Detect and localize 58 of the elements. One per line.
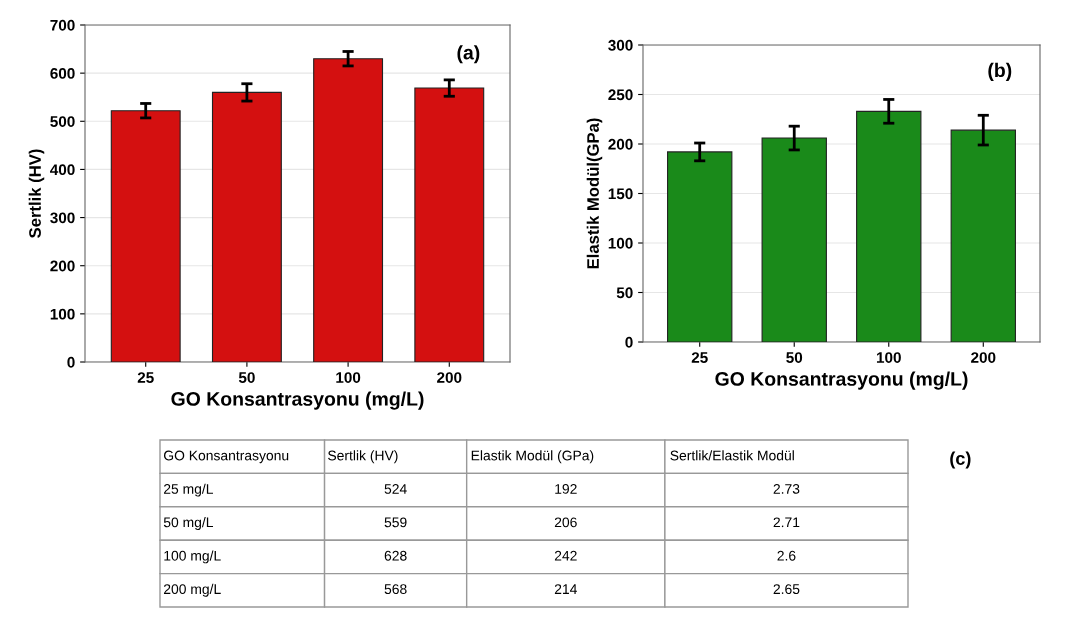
text: 2.65 <box>773 584 800 595</box>
text: 2.71 <box>773 517 800 528</box>
text: 100 mg/L <box>164 550 221 564</box>
text: 50 mg/L <box>163 517 214 530</box>
y-tick-label: 150 <box>608 188 633 200</box>
bar <box>950 129 1016 342</box>
y-tick-label: 300 <box>50 212 75 224</box>
x-tick-label: 200 <box>437 372 462 383</box>
y-tick-label: 200 <box>50 260 75 272</box>
text: 559 <box>384 517 407 528</box>
x-tick-label: 100 <box>336 372 361 383</box>
x-tick-label: 25 <box>691 352 708 363</box>
y-tick-label: 50 <box>616 287 633 299</box>
x-axis-title: GO Konsantrasyonu (mg/L) <box>715 371 968 390</box>
text: 200 mg/L <box>163 583 221 597</box>
text: 2.73 <box>773 483 800 494</box>
text: 25 mg/L <box>163 483 214 497</box>
y-tick-label: 600 <box>50 68 75 79</box>
text: 214 <box>554 584 577 594</box>
y-tick-label: 400 <box>50 164 75 176</box>
text: 628 <box>384 550 407 561</box>
text: (a) <box>457 45 480 64</box>
x-tick-label: 25 <box>137 372 154 383</box>
x-tick-label: 200 <box>971 352 996 363</box>
text: 2.6 <box>777 550 796 561</box>
bar <box>110 110 181 362</box>
text: (c) <box>950 451 971 469</box>
category-label: Elastik Modül (GPa) <box>471 450 594 464</box>
y-axis-title: Sertlik (HV) <box>28 149 45 238</box>
bar <box>856 110 922 342</box>
x-tick-label: 100 <box>876 352 901 363</box>
text: 192 <box>555 483 577 494</box>
text: 524 <box>384 483 407 494</box>
bar <box>761 137 827 342</box>
bar <box>667 151 733 342</box>
text: (b) <box>988 62 1012 81</box>
x-tick-label: 50 <box>786 352 803 363</box>
y-tick-label: 100 <box>50 308 75 320</box>
text: 568 <box>384 584 407 595</box>
bar <box>211 91 282 362</box>
y-tick-label: 250 <box>608 89 633 101</box>
x-tick-label: 50 <box>238 372 255 383</box>
y-tick-label: 0 <box>67 356 75 368</box>
category-label: Sertlik (HV) <box>328 450 398 464</box>
category-label: GO Konsantrasyonu <box>163 450 289 464</box>
y-tick-label: 0 <box>625 336 633 348</box>
x-axis-title: GO Konsantrasyonu (mg/L) <box>171 391 424 410</box>
y-tick-label: 500 <box>50 116 75 127</box>
y-tick-label: 200 <box>608 138 633 150</box>
y-axis-title: Elastik Modül(GPa) <box>586 118 603 269</box>
text: 206 <box>554 517 577 528</box>
bar <box>414 87 485 362</box>
y-tick-label: 300 <box>608 39 633 51</box>
y-tick-label: 700 <box>50 19 75 31</box>
y-tick-label: 100 <box>608 237 633 249</box>
text: 242 <box>554 550 577 561</box>
category-label: Sertlik/Elastik Modül <box>670 450 794 461</box>
bar <box>313 58 384 362</box>
